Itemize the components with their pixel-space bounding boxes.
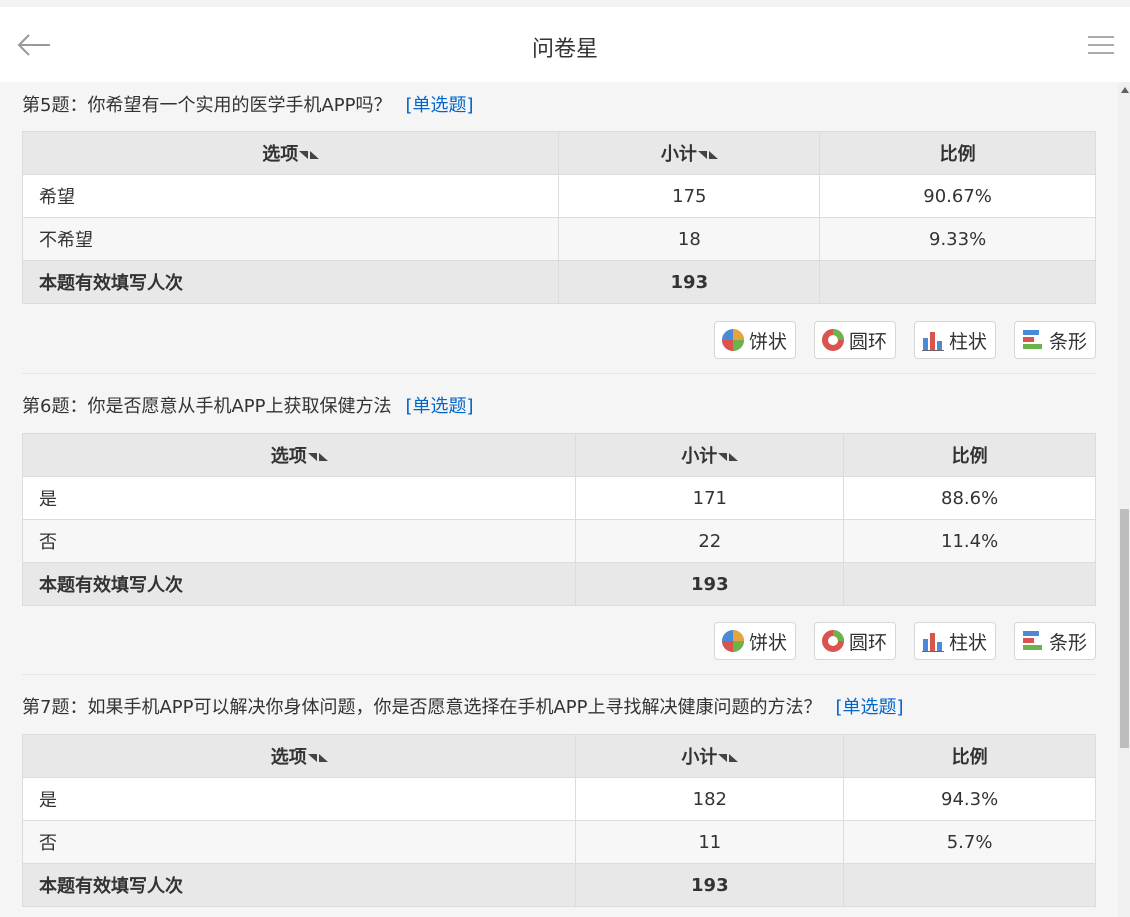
column-header-option[interactable]: 选项	[21, 433, 577, 477]
pie-chart-button[interactable]: 饼状	[713, 321, 796, 359]
total-label: 本题有效填写人次	[21, 863, 577, 907]
column-chart-button[interactable]: 柱状	[913, 321, 996, 359]
section-divider	[22, 373, 1096, 374]
option-cell: 否	[21, 820, 577, 864]
option-cell: 是	[21, 777, 577, 821]
scrollbar-thumb[interactable]	[1120, 509, 1129, 748]
count-cell: 182	[575, 777, 845, 821]
page-title: 问卷星	[531, 37, 598, 62]
scrollbar[interactable]	[1118, 82, 1130, 917]
ratio-cell: 90.67%	[819, 174, 1096, 218]
total-label: 本题有效填写人次	[21, 260, 560, 304]
count-cell: 11	[575, 820, 845, 864]
ratio-cell: 9.33%	[819, 217, 1096, 261]
ring-chart-button[interactable]: 圆环	[813, 622, 896, 660]
count-cell: 22	[575, 519, 845, 563]
ratio-cell: 94.3%	[843, 777, 1096, 821]
total-count: 193	[575, 562, 845, 606]
column-header-option[interactable]: 选项	[21, 131, 560, 175]
sort-icon[interactable]	[299, 150, 320, 160]
stats-table: 选项 小计 比例 希望 175 90.67% 不希望 18 9.33% 本题有效…	[21, 131, 1096, 304]
table-header-row: 选项 小计 比例	[21, 131, 1096, 175]
column-header-option[interactable]: 选项	[21, 734, 577, 778]
total-ratio-empty	[819, 260, 1096, 304]
column-chart-button[interactable]: 柱状	[913, 622, 996, 660]
column-header-count[interactable]: 小计	[575, 734, 845, 778]
table-row: 是 171 88.6%	[21, 476, 1096, 520]
bar-chart-icon	[1022, 631, 1042, 650]
count-cell: 18	[558, 217, 821, 261]
table-row: 否 22 11.4%	[21, 519, 1096, 563]
ring-chart-button[interactable]: 圆环	[813, 321, 896, 359]
table-row: 不希望 18 9.33%	[21, 217, 1096, 261]
ratio-cell: 11.4%	[843, 519, 1096, 563]
option-cell: 希望	[21, 174, 560, 218]
question-title: 第6题：你是否愿意从手机APP上获取保健方法 [单选题]	[22, 392, 474, 422]
top-strip	[0, 0, 1130, 7]
ring-chart-icon	[821, 329, 844, 351]
question-type-link[interactable]: [单选题]	[835, 697, 904, 718]
question-text: 第6题：你是否愿意从手机APP上获取保健方法	[22, 396, 392, 417]
sort-icon[interactable]	[718, 452, 739, 462]
column-header-ratio: 比例	[843, 734, 1096, 778]
total-row: 本题有效填写人次 193	[21, 260, 1096, 304]
question-text: 第7题：如果手机APP可以解决你身体问题，你是否愿意选择在手机APP上寻找解决健…	[22, 697, 822, 718]
ratio-cell: 88.6%	[843, 476, 1096, 520]
option-cell: 是	[21, 476, 577, 520]
table-row: 是 182 94.3%	[21, 777, 1096, 821]
chart-type-buttons: 饼状 圆环 柱状 条形	[713, 321, 1096, 359]
bar-chart-button[interactable]: 条形	[1013, 622, 1096, 660]
column-chart-icon	[921, 332, 944, 351]
option-cell: 否	[21, 519, 577, 563]
sort-icon[interactable]	[307, 452, 328, 462]
question-type-link[interactable]: [单选题]	[405, 396, 474, 417]
column-header-ratio: 比例	[819, 131, 1096, 175]
total-label: 本题有效填写人次	[21, 562, 577, 606]
pie-chart-icon	[721, 329, 744, 351]
report-content: 第5题：你希望有一个实用的医学手机APP吗？ [单选题] 选项 小计 比例 希望 …	[0, 82, 1118, 917]
table-row: 希望 175 90.67%	[21, 174, 1096, 218]
pie-chart-button[interactable]: 饼状	[713, 622, 796, 660]
table-header-row: 选项 小计 比例	[21, 734, 1096, 778]
column-chart-icon	[921, 633, 944, 652]
question-text: 第5题：你希望有一个实用的医学手机APP吗？	[22, 95, 392, 116]
question-type-link[interactable]: [单选题]	[405, 95, 474, 116]
pie-chart-icon	[721, 630, 744, 652]
stats-table: 选项 小计 比例 是 171 88.6% 否 22 11.4% 本题有效填写人次…	[21, 433, 1096, 606]
column-header-ratio: 比例	[843, 433, 1096, 477]
app-header: 问卷星	[0, 7, 1130, 82]
count-cell: 171	[575, 476, 845, 520]
table-header-row: 选项 小计 比例	[21, 433, 1096, 477]
menu-icon[interactable]	[1088, 35, 1114, 55]
total-count: 193	[558, 260, 821, 304]
total-ratio-empty	[843, 562, 1096, 606]
section-divider	[22, 674, 1096, 675]
total-count: 193	[575, 863, 845, 907]
question-title: 第5题：你希望有一个实用的医学手机APP吗？ [单选题]	[22, 91, 474, 121]
ratio-cell: 5.7%	[843, 820, 1096, 864]
scroll-up-arrow-icon[interactable]	[1121, 87, 1129, 93]
option-cell: 不希望	[21, 217, 560, 261]
sort-icon[interactable]	[697, 150, 718, 160]
sort-icon[interactable]	[718, 753, 739, 763]
column-header-count[interactable]: 小计	[558, 131, 821, 175]
count-cell: 175	[558, 174, 821, 218]
total-ratio-empty	[843, 863, 1096, 907]
chart-type-buttons: 饼状 圆环 柱状 条形	[713, 622, 1096, 660]
bar-chart-icon	[1022, 330, 1042, 349]
back-arrow-icon[interactable]	[17, 34, 51, 56]
table-row: 否 11 5.7%	[21, 820, 1096, 864]
question-title: 第7题：如果手机APP可以解决你身体问题，你是否愿意选择在手机APP上寻找解决健…	[22, 693, 904, 723]
total-row: 本题有效填写人次 193	[21, 562, 1096, 606]
sort-icon[interactable]	[307, 753, 328, 763]
column-header-count[interactable]: 小计	[575, 433, 845, 477]
bar-chart-button[interactable]: 条形	[1013, 321, 1096, 359]
total-row: 本题有效填写人次 193	[21, 863, 1096, 907]
stats-table: 选项 小计 比例 是 182 94.3% 否 11 5.7% 本题有效填写人次 …	[21, 734, 1096, 907]
ring-chart-icon	[821, 630, 844, 652]
